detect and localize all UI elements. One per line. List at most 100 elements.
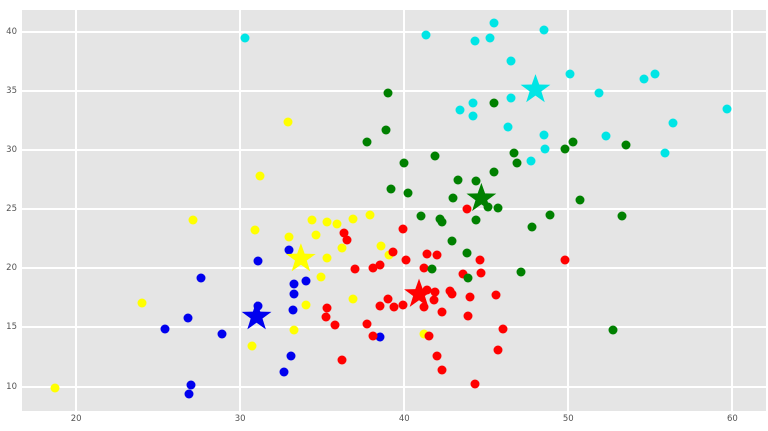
x-tick-label: 20 <box>70 414 82 424</box>
data-point-cluster-yellow <box>316 272 326 281</box>
data-point-cluster-red <box>465 292 475 302</box>
data-point-cluster-cyan <box>639 74 649 84</box>
y-tick-label: 25 <box>6 204 17 215</box>
y-tick-label: 10 <box>6 381 17 392</box>
data-point-cluster-green <box>560 144 570 154</box>
data-point-cluster-green <box>463 273 473 283</box>
data-point-cluster-yellow <box>255 171 265 181</box>
data-point-cluster-green <box>416 211 426 221</box>
data-point-cluster-green <box>471 215 481 225</box>
x-gridline <box>567 10 570 411</box>
data-point-cluster-blue <box>288 305 298 315</box>
y-gridline <box>22 89 766 92</box>
data-point-cluster-green <box>493 203 503 213</box>
data-point-cluster-green <box>545 210 555 220</box>
x-tick-label: 30 <box>234 414 246 424</box>
data-point-cluster-yellow <box>283 117 293 127</box>
data-point-cluster-red <box>368 263 378 273</box>
data-point-cluster-red <box>383 294 393 304</box>
data-point-cluster-cyan <box>594 88 604 98</box>
data-point-cluster-blue <box>253 256 263 266</box>
data-point-cluster-cyan <box>565 69 575 79</box>
data-point-cluster-cyan <box>468 98 478 108</box>
data-point-cluster-blue <box>186 380 196 390</box>
data-point-cluster-green <box>430 151 440 161</box>
data-point-cluster-green <box>489 167 499 177</box>
data-point-cluster-cyan <box>503 122 513 132</box>
data-point-cluster-green <box>617 211 627 221</box>
data-point-cluster-blue <box>160 324 170 334</box>
data-point-cluster-blue <box>183 313 193 323</box>
data-point-cluster-red <box>463 311 473 321</box>
data-point-cluster-green <box>383 88 393 98</box>
data-point-cluster-red <box>424 331 434 341</box>
data-point-cluster-red <box>432 250 442 260</box>
data-point-cluster-cyan <box>526 156 536 166</box>
data-point-cluster-red <box>389 302 399 312</box>
y-gridline <box>22 148 766 151</box>
data-point-cluster-yellow <box>137 298 147 308</box>
data-point-cluster-red <box>493 345 503 355</box>
x-gridline <box>731 10 734 411</box>
data-point-cluster-green <box>427 264 437 274</box>
data-point-cluster-yellow <box>322 253 332 263</box>
x-tick-label: 40 <box>398 414 410 424</box>
data-point-cluster-red <box>330 320 340 330</box>
data-point-cluster-green <box>453 175 463 184</box>
y-tick-label: 20 <box>6 263 17 274</box>
x-gridline <box>239 10 242 411</box>
data-point-cluster-red <box>398 224 408 234</box>
data-point-cluster-green <box>621 140 631 150</box>
data-point-cluster-red <box>375 301 385 311</box>
data-point-cluster-green <box>489 98 499 108</box>
data-point-cluster-yellow <box>50 383 60 393</box>
plot-area <box>22 10 766 411</box>
data-point-cluster-blue <box>184 389 194 399</box>
y-gridline <box>22 326 766 329</box>
data-point-cluster-red <box>321 312 330 322</box>
data-point-cluster-blue <box>289 279 299 289</box>
data-point-cluster-cyan <box>468 111 478 121</box>
data-point-cluster-blue <box>279 367 289 377</box>
data-point-cluster-green <box>575 195 585 205</box>
data-point-cluster-yellow <box>311 230 321 240</box>
data-point-cluster-yellow <box>332 219 342 229</box>
data-point-cluster-blue <box>289 289 299 299</box>
data-point-cluster-red <box>388 247 398 257</box>
data-point-cluster-cyan <box>455 105 465 115</box>
data-point-cluster-red <box>432 351 442 361</box>
data-point-cluster-yellow <box>188 215 198 225</box>
data-point-cluster-cyan <box>668 118 678 128</box>
y-tick-label: 30 <box>6 144 17 155</box>
data-point-cluster-red <box>437 307 447 317</box>
data-point-cluster-cyan <box>506 93 516 103</box>
data-point-cluster-cyan <box>540 144 550 154</box>
data-point-cluster-cyan <box>240 33 250 43</box>
data-point-cluster-red <box>458 269 468 279</box>
data-point-cluster-red <box>368 331 378 341</box>
data-point-cluster-red <box>398 300 408 310</box>
data-point-cluster-yellow <box>419 329 429 339</box>
data-point-cluster-red <box>447 289 457 299</box>
data-point-cluster-red <box>430 287 440 297</box>
data-point-cluster-red <box>429 295 439 305</box>
data-point-cluster-red <box>470 379 480 389</box>
data-point-cluster-red <box>560 255 570 265</box>
data-point-cluster-green <box>362 137 372 147</box>
data-point-cluster-blue <box>301 276 311 286</box>
data-point-cluster-yellow <box>284 232 294 242</box>
data-point-cluster-cyan <box>489 18 499 28</box>
data-point-cluster-red <box>475 255 485 265</box>
y-tick-label: 35 <box>6 85 17 96</box>
data-point-cluster-red <box>419 263 429 273</box>
data-point-cluster-yellow <box>376 241 386 251</box>
y-gridline <box>22 267 766 270</box>
data-point-cluster-yellow <box>348 214 358 224</box>
data-point-cluster-red <box>462 204 472 214</box>
data-point-cluster-cyan <box>421 30 431 40</box>
data-point-cluster-red <box>342 235 352 245</box>
data-point-cluster-yellow <box>322 217 332 227</box>
data-point-cluster-cyan <box>470 36 480 46</box>
data-point-cluster-red <box>476 268 486 278</box>
y-gridline <box>22 208 766 211</box>
